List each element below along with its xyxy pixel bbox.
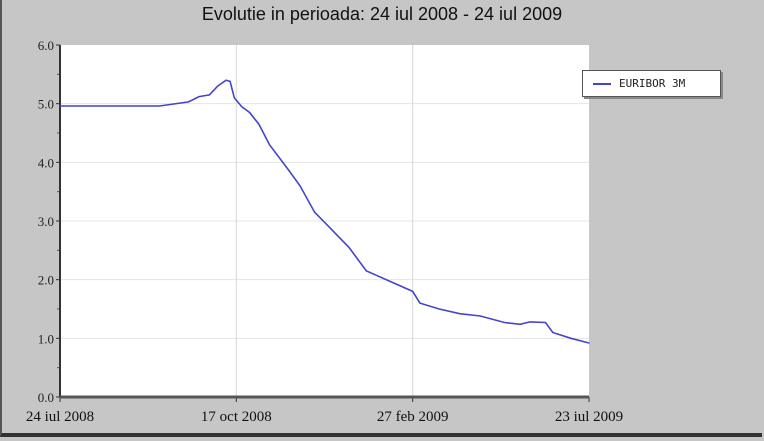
data-point bbox=[229, 80, 231, 82]
y-tick-label: 3.0 bbox=[38, 214, 54, 229]
data-point bbox=[544, 321, 547, 324]
data-point bbox=[198, 96, 200, 98]
legend-label: EURIBOR 3M bbox=[619, 77, 686, 90]
data-point bbox=[552, 331, 554, 334]
data-point bbox=[188, 101, 190, 103]
data-point bbox=[570, 337, 572, 339]
y-tick-label: 1.0 bbox=[38, 331, 54, 346]
data-point bbox=[225, 79, 227, 81]
data-point bbox=[479, 315, 481, 317]
y-tick-label: 2.0 bbox=[38, 273, 54, 288]
y-tick-label: 6.0 bbox=[38, 38, 54, 53]
data-point bbox=[313, 211, 316, 213]
x-tick-label: 24 iul 2008 bbox=[26, 409, 94, 425]
legend: EURIBOR 3M bbox=[582, 70, 721, 97]
x-tick-label: 27 feb 2009 bbox=[377, 409, 449, 425]
data-point bbox=[459, 313, 461, 315]
data-point bbox=[288, 170, 290, 172]
data-point bbox=[59, 105, 61, 107]
data-point bbox=[419, 302, 421, 304]
data-point bbox=[217, 85, 219, 87]
y-tick-label: 0.0 bbox=[38, 390, 54, 405]
data-point bbox=[328, 226, 330, 228]
y-tick-label: 5.0 bbox=[38, 97, 54, 112]
data-point bbox=[398, 284, 401, 287]
data-point bbox=[529, 321, 531, 323]
x-tick-label: 23 iul 2009 bbox=[555, 409, 623, 425]
data-point bbox=[588, 342, 590, 344]
data-point bbox=[241, 106, 243, 108]
data-point bbox=[299, 185, 301, 187]
data-point bbox=[348, 246, 350, 248]
data-point bbox=[268, 144, 271, 146]
data-point bbox=[258, 123, 260, 125]
legend-swatch bbox=[593, 82, 611, 85]
data-point bbox=[412, 290, 414, 292]
chart-title: Evolutie in perioada: 24 iul 2008 - 24 i… bbox=[201, 4, 563, 24]
data-point bbox=[519, 323, 521, 325]
data-point bbox=[158, 105, 161, 107]
data-point bbox=[208, 94, 210, 96]
data-point bbox=[438, 308, 440, 310]
data-point bbox=[378, 276, 381, 278]
data-point bbox=[233, 97, 235, 99]
data-point bbox=[503, 321, 506, 324]
data-point bbox=[248, 111, 251, 114]
y-tick-label: 4.0 bbox=[38, 155, 54, 170]
x-tick-label: 17 oct 2008 bbox=[201, 409, 272, 425]
data-point bbox=[365, 270, 367, 272]
